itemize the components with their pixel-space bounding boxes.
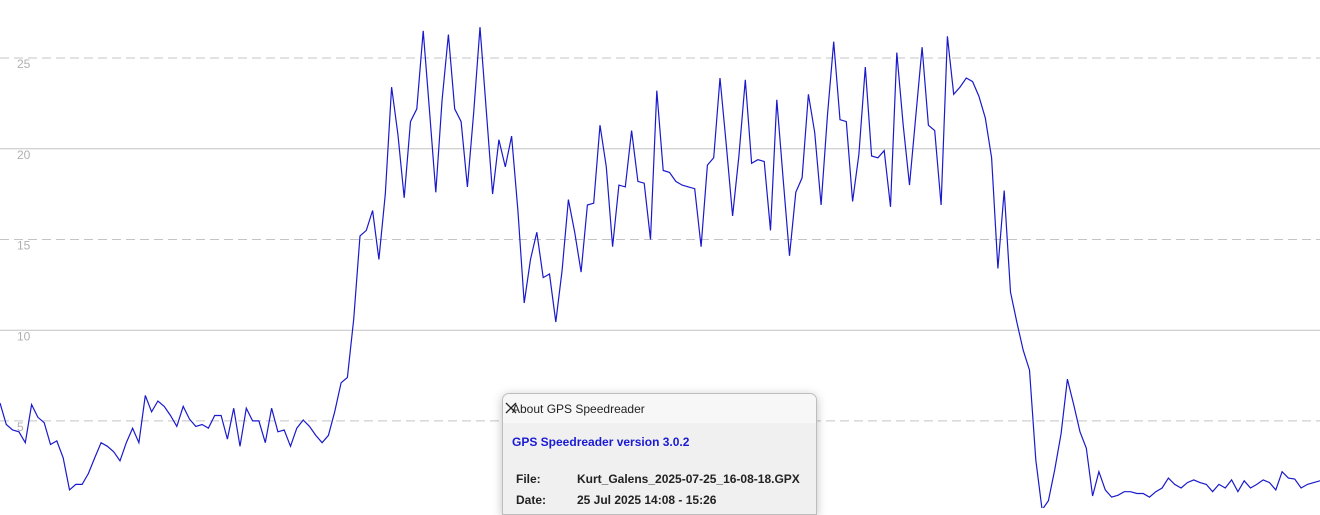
title-bar: About GPS Speedreader bbox=[503, 394, 816, 423]
info-value: Kurt_Galens_2025-07-25_16-08-18.GPX bbox=[577, 472, 800, 486]
y-tick-label: 5 bbox=[17, 420, 24, 434]
info-row: Date: 25 Jul 2025 14:08 - 15:26 bbox=[516, 493, 716, 507]
info-label: Date: bbox=[516, 493, 547, 507]
info-label: File: bbox=[516, 472, 541, 486]
version-heading: GPS Speedreader version 3.0.2 bbox=[512, 435, 690, 449]
speed-line bbox=[0, 27, 1320, 508]
y-tick-label: 15 bbox=[17, 239, 31, 253]
y-tick-label: 25 bbox=[17, 57, 31, 71]
about-dialog: About GPS Speedreader GPS Speedreader ve… bbox=[502, 393, 817, 515]
close-button[interactable] bbox=[503, 400, 519, 416]
y-tick-label: 10 bbox=[17, 329, 31, 343]
y-tick-label: 20 bbox=[17, 148, 31, 162]
info-row: File: Kurt_Galens_2025-07-25_16-08-18.GPX bbox=[516, 472, 800, 486]
info-value: 25 Jul 2025 14:08 - 15:26 bbox=[577, 493, 717, 507]
dialog-title: About GPS Speedreader bbox=[512, 402, 645, 416]
